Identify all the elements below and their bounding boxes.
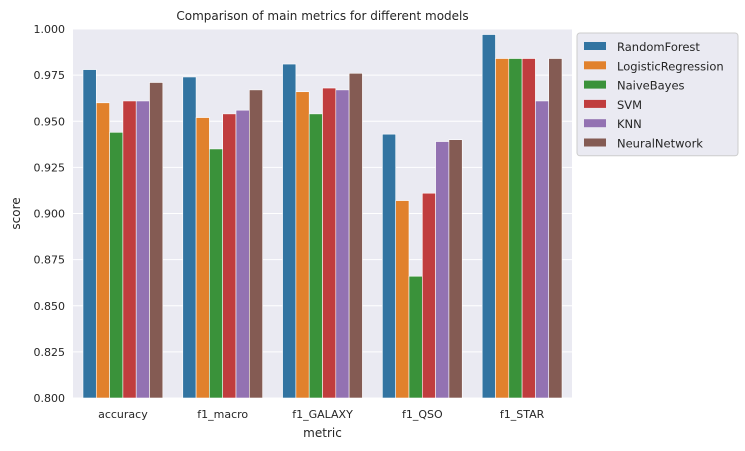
legend-swatch bbox=[584, 99, 606, 108]
bar bbox=[249, 89, 263, 399]
bar bbox=[481, 34, 496, 399]
x-tick-label: f1_GALAXY bbox=[292, 408, 353, 421]
bar bbox=[95, 102, 110, 399]
legend-swatch bbox=[584, 42, 606, 50]
y-tick-label: 0.825 bbox=[34, 346, 66, 359]
y-tick-label: 0.875 bbox=[34, 254, 66, 267]
bar bbox=[222, 113, 237, 399]
legend-swatch bbox=[584, 61, 606, 70]
bar bbox=[322, 87, 337, 399]
x-tick-labels: accuracy f1_macro f1_GALAXY f1_QSO f1_STAR bbox=[98, 408, 545, 421]
bar bbox=[182, 76, 197, 399]
bar bbox=[435, 141, 450, 399]
legend-entry: RandomForest bbox=[617, 40, 700, 54]
bar bbox=[109, 132, 124, 399]
y-tick-labels: 0.800 0.825 0.850 0.875 0.900 0.925 0.950 0.975… bbox=[34, 23, 66, 405]
bar bbox=[508, 58, 523, 399]
y-tick-label: 0.900 bbox=[34, 208, 66, 221]
x-tick-label: f1_macro bbox=[197, 408, 248, 421]
y-tick-label: 1.000 bbox=[34, 23, 66, 36]
bar bbox=[535, 100, 550, 399]
bar bbox=[448, 139, 463, 399]
bar bbox=[348, 72, 363, 399]
legend: RandomForest LogisticRegression NaiveBayes… bbox=[576, 32, 739, 157]
bar bbox=[149, 82, 164, 399]
legend-frame bbox=[576, 32, 739, 157]
legend-entry: LogisticRegression bbox=[617, 59, 724, 73]
bars bbox=[82, 34, 563, 399]
chart-title: Comparison of main metrics for different… bbox=[176, 9, 468, 23]
x-tick-label: f1_STAR bbox=[500, 408, 545, 421]
bar bbox=[335, 89, 350, 399]
legend-entry: SVM bbox=[617, 98, 642, 112]
bar bbox=[548, 58, 563, 399]
bar bbox=[235, 109, 250, 399]
bar bbox=[308, 113, 323, 399]
legend-entry: KNN bbox=[617, 117, 642, 131]
bar bbox=[421, 192, 436, 399]
legend-swatch bbox=[584, 119, 606, 128]
bar bbox=[495, 58, 510, 399]
bar bbox=[282, 63, 297, 399]
x-axis-label: metric bbox=[303, 426, 342, 440]
bar bbox=[295, 91, 310, 399]
legend-entry: NaiveBayes bbox=[617, 79, 685, 93]
y-tick-label: 0.850 bbox=[34, 300, 66, 313]
legend-swatch bbox=[584, 138, 606, 147]
bar bbox=[122, 100, 137, 399]
bar bbox=[135, 100, 150, 399]
bar bbox=[408, 275, 423, 399]
bar bbox=[395, 200, 410, 399]
y-tick-label: 0.925 bbox=[34, 161, 66, 174]
bar bbox=[82, 69, 97, 399]
y-tick-label: 0.950 bbox=[34, 115, 66, 128]
bar bbox=[195, 117, 210, 399]
bar bbox=[521, 58, 536, 399]
x-tick-label: f1_QSO bbox=[402, 408, 443, 421]
bar bbox=[209, 148, 223, 399]
y-axis-label: score bbox=[9, 197, 23, 229]
legend-entry: NeuralNetwork bbox=[617, 137, 703, 151]
legend-swatch bbox=[584, 80, 606, 89]
y-tick-label: 0.800 bbox=[34, 392, 66, 405]
bar bbox=[382, 133, 396, 399]
y-tick-label: 0.975 bbox=[34, 69, 66, 82]
x-tick-label: accuracy bbox=[98, 408, 148, 421]
